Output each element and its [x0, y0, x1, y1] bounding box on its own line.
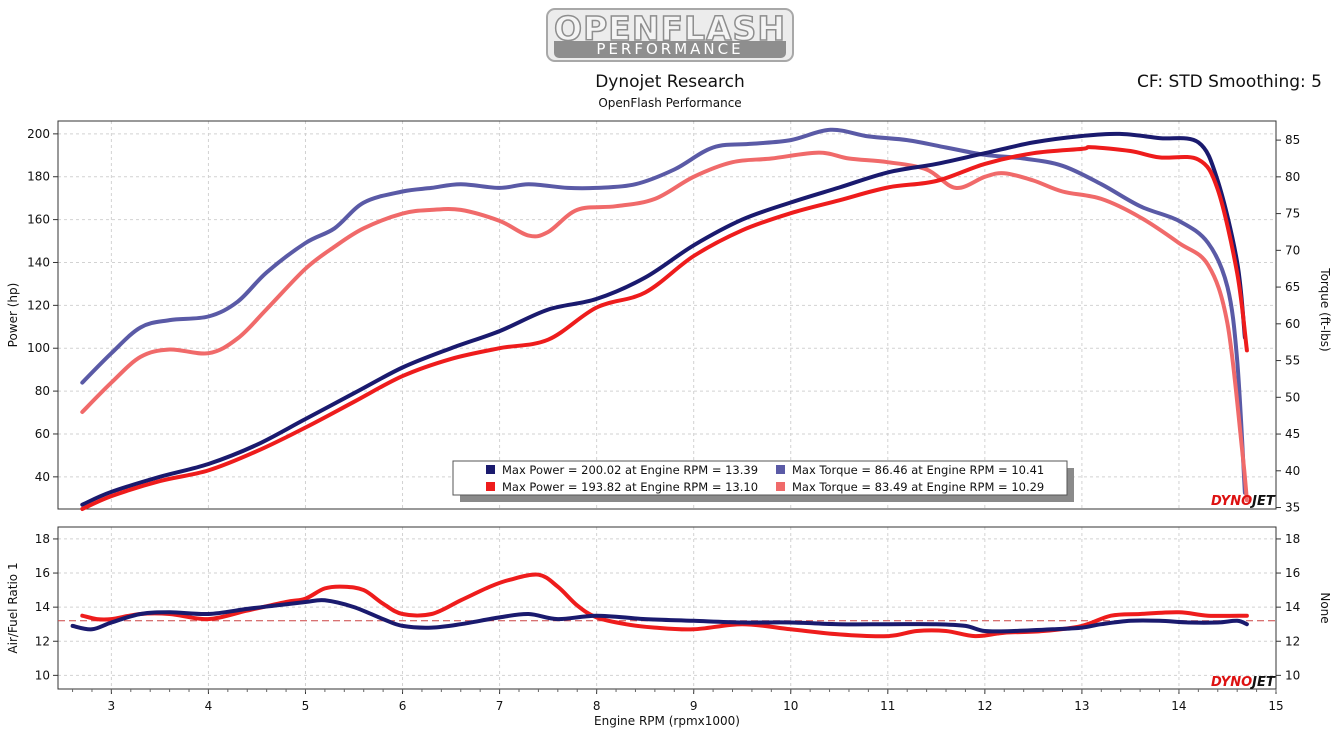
afr-tick-label: 18 — [35, 532, 50, 546]
power-tick-label: 200 — [27, 127, 50, 141]
series-line-power-run-1 — [80, 131, 1247, 507]
torque-tick-label: 60 — [1285, 317, 1300, 331]
x-tick-label: 3 — [108, 699, 116, 713]
openflash-logo: OPENFLASH PERFORMANCE — [546, 8, 794, 62]
torque-tick-label: 40 — [1285, 464, 1300, 478]
x-tick-label: 7 — [496, 699, 504, 713]
series-line-torque-run-2 — [80, 150, 1249, 503]
y-axis-label-afr: Air/Fuel Ratio 1 — [6, 562, 20, 653]
x-tick-label: 4 — [205, 699, 213, 713]
torque-tick-label: 35 — [1285, 501, 1300, 515]
x-tick-label: 10 — [783, 699, 798, 713]
correction-factor-label: CF: STD Smoothing: 5 — [1137, 72, 1322, 92]
torque-tick-label: 65 — [1285, 280, 1300, 294]
power-tick-label: 160 — [27, 213, 50, 227]
none-tick-label: 12 — [1285, 634, 1300, 648]
x-tick-label: 8 — [593, 699, 601, 713]
legend-swatch — [486, 465, 495, 474]
legend: Max Power = 200.02 at Engine RPM = 13.39… — [452, 460, 1074, 502]
x-tick-label: 15 — [1268, 699, 1283, 713]
power-tick-label: 100 — [27, 341, 50, 355]
power-tick-label: 140 — [27, 255, 50, 269]
dynojet-brand-bottom: DYNOJET — [1211, 675, 1276, 690]
x-tick-label: 13 — [1074, 699, 1089, 713]
bottom-plot-frame — [57, 526, 1277, 690]
top-plot-frame — [57, 120, 1277, 510]
legend-entry: Max Torque = 86.46 at Engine RPM = 10.41 — [792, 463, 1044, 477]
y-axis-label-none: None — [1318, 592, 1332, 623]
power-tick-label: 60 — [35, 427, 50, 441]
torque-tick-label: 85 — [1285, 133, 1300, 147]
x-tick-label: 14 — [1171, 699, 1186, 713]
x-tick-label: 5 — [302, 699, 310, 713]
legend-box — [452, 460, 1068, 496]
series-line-afr-run-1 — [70, 598, 1249, 634]
torque-tick-label: 55 — [1285, 354, 1300, 368]
torque-tick-label: 80 — [1285, 170, 1300, 184]
y-axis-label-power: Power (hp) — [6, 283, 20, 348]
afr-tick-label: 14 — [35, 600, 50, 614]
chart-subtitle: OpenFlash Performance — [598, 96, 742, 110]
legend-swatch — [776, 465, 785, 474]
logo-subtitle: PERFORMANCE — [554, 41, 786, 58]
legend-swatch — [486, 482, 495, 491]
none-tick-label: 10 — [1285, 668, 1300, 682]
x-axis-label: Engine RPM (rpmx1000) — [594, 714, 740, 728]
torque-tick-label: 45 — [1285, 427, 1300, 441]
torque-tick-label: 70 — [1285, 243, 1300, 257]
x-tick-label: 9 — [690, 699, 698, 713]
legend-entry: Max Power = 193.82 at Engine RPM = 13.10 — [502, 480, 758, 494]
dynojet-brand-top: DYNOJET — [1211, 494, 1276, 509]
power-tick-label: 120 — [27, 298, 50, 312]
y-axis-label-torque: Torque (ft-lbs) — [1318, 267, 1332, 351]
legend-swatch — [776, 482, 785, 491]
x-tick-label: 11 — [880, 699, 895, 713]
none-tick-label: 16 — [1285, 566, 1300, 580]
afr-tick-label: 12 — [35, 634, 50, 648]
power-tick-label: 40 — [35, 470, 50, 484]
none-tick-label: 14 — [1285, 600, 1300, 614]
legend-entry: Max Power = 200.02 at Engine RPM = 13.39 — [502, 463, 758, 477]
series-line-torque-run-1 — [80, 127, 1247, 495]
legend-entry: Max Torque = 83.49 at Engine RPM = 10.29 — [792, 480, 1044, 494]
afr-tick-label: 16 — [35, 566, 50, 580]
torque-tick-label: 50 — [1285, 390, 1300, 404]
logo-wordmark: OPENFLASH — [553, 9, 786, 48]
series-line-power-run-2 — [80, 145, 1249, 511]
chart-title: Dynojet Research — [595, 72, 745, 92]
power-tick-label: 180 — [27, 170, 50, 184]
torque-tick-label: 75 — [1285, 207, 1300, 221]
x-tick-label: 6 — [399, 699, 407, 713]
none-tick-label: 18 — [1285, 532, 1300, 546]
afr-tick-label: 10 — [35, 668, 50, 682]
x-tick-label: 12 — [977, 699, 992, 713]
power-tick-label: 80 — [35, 384, 50, 398]
